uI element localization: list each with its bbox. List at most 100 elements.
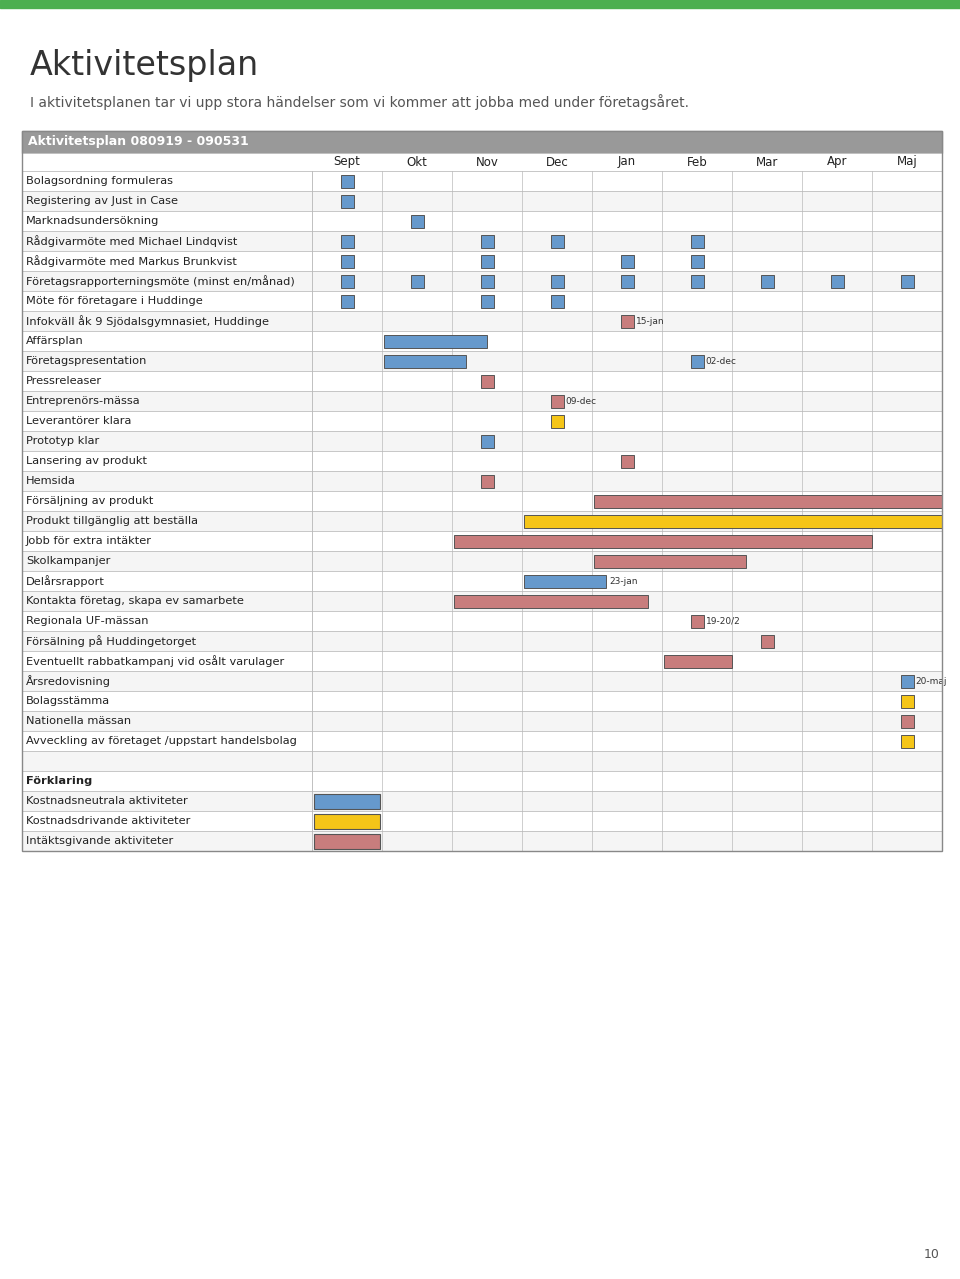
- Bar: [22, 211, 942, 231]
- Text: Leverantörer klara: Leverantörer klara: [26, 416, 132, 426]
- Text: Feb: Feb: [686, 156, 708, 169]
- Bar: [620, 315, 634, 327]
- Bar: [22, 292, 942, 311]
- Bar: [22, 790, 942, 811]
- Bar: [481, 435, 493, 448]
- Bar: [22, 271, 942, 292]
- Text: 02-dec: 02-dec: [706, 357, 736, 366]
- Text: Möte för företagare i Huddinge: Möte för företagare i Huddinge: [26, 295, 203, 306]
- Text: Bolagsstämma: Bolagsstämma: [26, 696, 110, 706]
- Text: Jobb för extra intäkter: Jobb för extra intäkter: [26, 536, 152, 546]
- Bar: [341, 234, 353, 248]
- Bar: [314, 813, 380, 829]
- Bar: [481, 255, 493, 267]
- Bar: [22, 751, 942, 771]
- Text: Försälning på Huddingetorget: Försälning på Huddingetorget: [26, 636, 196, 647]
- Bar: [22, 471, 942, 491]
- Bar: [22, 811, 942, 831]
- Text: Kostnadsdrivande aktiviteter: Kostnadsdrivande aktiviteter: [26, 816, 190, 826]
- Bar: [690, 234, 704, 248]
- Bar: [22, 570, 942, 591]
- Bar: [341, 275, 353, 288]
- Text: 15-jan: 15-jan: [636, 316, 664, 325]
- Bar: [22, 391, 942, 411]
- Bar: [384, 354, 466, 367]
- Bar: [22, 711, 942, 732]
- Bar: [481, 475, 493, 487]
- Bar: [690, 354, 704, 367]
- Text: Pressreleaser: Pressreleaser: [26, 376, 102, 386]
- Bar: [22, 451, 942, 471]
- Bar: [620, 255, 634, 267]
- Bar: [524, 514, 942, 527]
- Text: Mar: Mar: [756, 156, 779, 169]
- Bar: [690, 275, 704, 288]
- Bar: [22, 631, 942, 651]
- Text: Bolagsordning formuleras: Bolagsordning formuleras: [26, 177, 173, 185]
- Bar: [481, 375, 493, 388]
- Bar: [22, 411, 942, 431]
- Bar: [620, 275, 634, 288]
- Bar: [341, 194, 353, 207]
- Text: Företagspresentation: Företagspresentation: [26, 356, 148, 366]
- Bar: [22, 491, 942, 512]
- Bar: [760, 634, 774, 647]
- Bar: [550, 275, 564, 288]
- Bar: [481, 294, 493, 307]
- Bar: [341, 294, 353, 307]
- Text: Intäktsgivande aktiviteter: Intäktsgivande aktiviteter: [26, 836, 173, 845]
- Bar: [22, 311, 942, 331]
- Text: Försäljning av produkt: Försäljning av produkt: [26, 496, 154, 506]
- Text: 19-20/2: 19-20/2: [706, 616, 740, 625]
- Bar: [22, 371, 942, 391]
- Bar: [22, 551, 942, 570]
- Bar: [550, 394, 564, 408]
- Bar: [314, 834, 380, 848]
- Text: Registering av Just in Case: Registering av Just in Case: [26, 196, 178, 206]
- Bar: [900, 694, 914, 707]
- Bar: [341, 255, 353, 267]
- Bar: [384, 335, 487, 348]
- Text: Eventuellt rabbatkampanj vid osålt varulager: Eventuellt rabbatkampanj vid osålt varul…: [26, 655, 284, 666]
- Text: Avveckling av företaget /uppstart handelsbolag: Avveckling av företaget /uppstart handel…: [26, 735, 297, 746]
- Bar: [620, 454, 634, 468]
- Text: Marknadsundersökning: Marknadsundersökning: [26, 216, 159, 226]
- Bar: [22, 171, 942, 191]
- Text: Förklaring: Förklaring: [26, 776, 92, 787]
- Bar: [481, 275, 493, 288]
- Text: Kostnadsneutrala aktiviteter: Kostnadsneutrala aktiviteter: [26, 796, 188, 806]
- Bar: [900, 715, 914, 728]
- Bar: [22, 651, 942, 671]
- Bar: [550, 234, 564, 248]
- Bar: [22, 191, 942, 211]
- Bar: [22, 611, 942, 631]
- Bar: [830, 275, 844, 288]
- Bar: [22, 732, 942, 751]
- Text: Apr: Apr: [827, 156, 848, 169]
- Bar: [594, 555, 746, 568]
- Text: 10: 10: [924, 1248, 940, 1261]
- Text: 20-maj: 20-maj: [916, 677, 947, 686]
- Text: Okt: Okt: [407, 156, 427, 169]
- Bar: [411, 275, 423, 288]
- Bar: [22, 130, 942, 153]
- Text: Delårsrapport: Delårsrapport: [26, 576, 105, 587]
- Bar: [22, 531, 942, 551]
- Bar: [900, 734, 914, 747]
- Text: Nationella mässan: Nationella mässan: [26, 716, 132, 726]
- Text: Sept: Sept: [333, 156, 360, 169]
- Text: 23-jan: 23-jan: [609, 577, 637, 586]
- Text: Entreprenörs-mässa: Entreprenörs-mässa: [26, 396, 140, 405]
- Bar: [900, 674, 914, 688]
- Bar: [22, 153, 942, 171]
- Text: Jan: Jan: [618, 156, 636, 169]
- Bar: [22, 691, 942, 711]
- Text: Skolkampanjer: Skolkampanjer: [26, 556, 110, 567]
- Bar: [22, 591, 942, 611]
- Text: Årsredovisning: Årsredovisning: [26, 675, 111, 687]
- Bar: [760, 275, 774, 288]
- Bar: [550, 414, 564, 427]
- Bar: [550, 294, 564, 307]
- Text: 09-dec: 09-dec: [565, 396, 596, 405]
- Bar: [22, 231, 942, 251]
